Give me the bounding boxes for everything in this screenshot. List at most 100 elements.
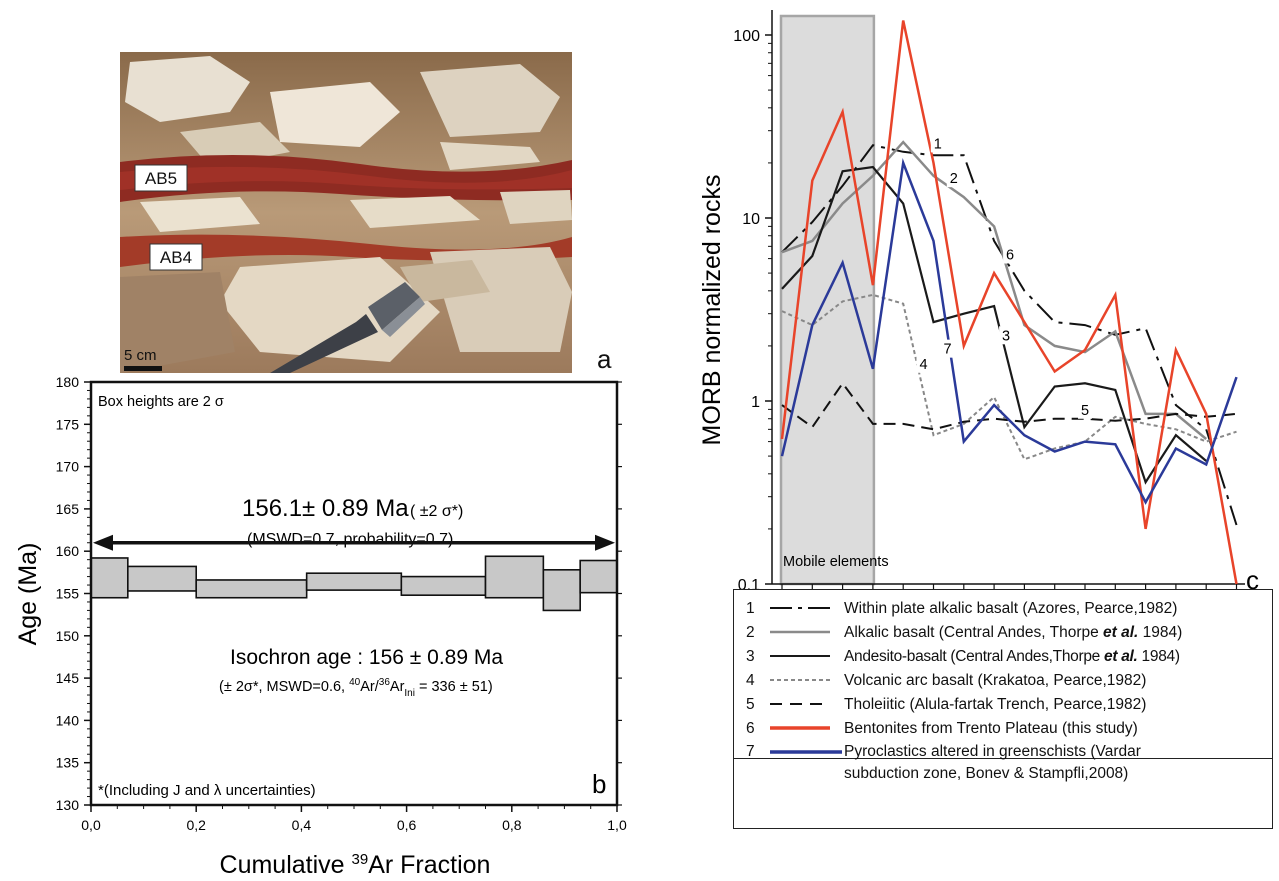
isochron-age: Isochron age : 156 ± 0.89 Ma xyxy=(230,646,503,669)
age-step-box xyxy=(90,557,129,599)
legend-number: 7 xyxy=(746,743,755,760)
y-tick-label: 140 xyxy=(56,712,80,728)
legend-number: 5 xyxy=(746,696,755,713)
legend-item: 2 Alkalic basalt (Central Andes, Thorpe … xyxy=(734,622,1272,644)
series-line xyxy=(781,144,1238,526)
legend-label: Within plate alkalic basalt (Azores, Pea… xyxy=(844,600,1178,617)
panel-letter-c: c xyxy=(1246,565,1259,595)
series-number-bg xyxy=(1078,400,1092,419)
legend-swatch xyxy=(770,703,830,705)
y-tick-label: 150 xyxy=(56,628,80,644)
legend-number: 2 xyxy=(746,624,755,641)
series-number-label: 3 xyxy=(1002,328,1010,344)
y-tick-label: 10 xyxy=(742,211,760,228)
plateau-arrow xyxy=(93,534,615,551)
y-tick-label: 180 xyxy=(56,376,80,390)
x-axis-label: Cumulative 39Ar Fraction xyxy=(220,851,491,879)
mobile-elements-shade xyxy=(779,14,876,586)
series-line xyxy=(780,158,1238,505)
series-number-label: 1 xyxy=(934,136,942,152)
legend-item: 3 Andesito-basalt (Central Andes,Thorpe … xyxy=(734,646,1272,668)
legend-label: Tholeiitic (Alula-fartak Trench, Pearce,… xyxy=(844,696,1147,713)
legend-number: 6 xyxy=(746,720,755,737)
scale-bar-label: 5 cm xyxy=(124,347,157,364)
legend-label: Volcanic arc basalt (Krakatoa, Pearce,19… xyxy=(844,672,1147,689)
legend-swatch xyxy=(770,655,830,657)
series-number-bg xyxy=(1003,245,1018,264)
series-line xyxy=(781,140,1207,440)
y-tick-label: 175 xyxy=(56,416,80,432)
age-step-box xyxy=(195,579,308,599)
legend-swatch xyxy=(770,630,830,634)
legend-label: Pyroclastics altered in greenschists (Va… xyxy=(844,743,1141,760)
age-step-box xyxy=(127,565,197,592)
legend-number: 3 xyxy=(746,648,755,665)
plateau-age-error: ( ±2 σ*) xyxy=(410,503,463,520)
age-spectrum-chart: 130 135 140 145 150 155 160 165 170 175 180 0,0 0,2 0… xyxy=(14,376,627,879)
y-tick-label: 170 xyxy=(56,459,80,475)
x-tick-label: 1,0 xyxy=(607,817,627,833)
x-tick-label: 0,4 xyxy=(292,817,312,833)
legend-number: 4 xyxy=(746,672,755,689)
x-tick-label: 0,8 xyxy=(502,817,522,833)
legend-label: Bentonites from Trento Plateau (this stu… xyxy=(844,720,1138,737)
spider-legend: 1 Within plate alkalic basalt (Azores, P… xyxy=(733,589,1273,759)
legend-item: 5 Tholeiitic (Alula-fartak Trench, Pearc… xyxy=(734,694,1272,716)
series-number-label: 5 xyxy=(1081,403,1089,419)
y-tick-label: 165 xyxy=(56,501,80,517)
plot-frame xyxy=(89,380,619,807)
series-number-bg xyxy=(940,339,955,358)
outcrop-photo: AB5 AB4 5 cm xyxy=(120,52,572,373)
series-line xyxy=(781,381,1237,431)
age-step-box xyxy=(305,572,403,591)
series-number-label: 6 xyxy=(1006,248,1014,264)
y-tick-label: 130 xyxy=(56,797,80,813)
y-axis-label: Age (Ma) xyxy=(14,543,42,646)
x-tick-label: 0,6 xyxy=(397,817,417,833)
legend-item: 7 Pyroclastics altered in greenschists (… xyxy=(733,743,1273,829)
mobile-elements-label: Mobile elements xyxy=(783,554,889,570)
age-step-box xyxy=(400,575,487,596)
label-ab5: AB5 xyxy=(145,169,177,188)
age-step-box xyxy=(542,569,581,612)
panel-letter-a: a xyxy=(597,344,612,374)
scale-bar xyxy=(124,366,162,371)
legend-swatch xyxy=(770,679,830,681)
legend-label: Andesito-basalt (Central Andes,Thorpe et… xyxy=(844,648,1180,665)
plateau-age: 156.1± 0.89 Ma xyxy=(242,495,409,522)
y-tick-label: 1 xyxy=(751,394,760,411)
legend-label: Alkalic basalt (Central Andes, Thorpe et… xyxy=(844,624,1183,641)
series-number-label: 2 xyxy=(950,171,958,187)
series-line xyxy=(781,293,1237,461)
isochron-stats: (± 2σ*, MSWD=0.6, 40Ar/36ArIni = 336 ± 5… xyxy=(219,677,493,699)
legend-swatch xyxy=(770,607,830,609)
legend-item: 6 Bentonites from Trento Plateau (this s… xyxy=(734,718,1272,740)
series-number-bg xyxy=(916,354,931,373)
legend-number: 1 xyxy=(746,600,755,617)
y-tick-label: 135 xyxy=(56,755,80,771)
y-tick-label: 145 xyxy=(56,670,80,686)
legend-swatch xyxy=(770,726,830,730)
legend-item: 1 Within plate alkalic basalt (Azores, P… xyxy=(734,598,1272,620)
legend-swatch xyxy=(770,750,842,754)
legend-label-line2: subduction zone, Bonev & Stampfli,2008) xyxy=(844,765,1129,782)
x-tick-label: 0,0 xyxy=(81,817,101,833)
label-ab4: AB4 xyxy=(160,248,192,267)
series-number-label: 7 xyxy=(943,342,951,358)
legend-item: 4 Volcanic arc basalt (Krakatoa, Pearce,… xyxy=(734,670,1272,692)
age-step-box xyxy=(484,555,545,599)
y-tick-label: 155 xyxy=(56,586,80,602)
plateau-stats: (MSWD=0.7, probability=0.7) xyxy=(247,531,453,548)
y-tick-label: 160 xyxy=(56,543,80,559)
x-tick-label: 0,2 xyxy=(186,817,206,833)
series-line xyxy=(780,20,1238,585)
y-axis-label: MORB normalized rocks xyxy=(698,175,726,446)
footnote: *(Including J and λ uncertainties) xyxy=(98,782,316,799)
series-number-label: 4 xyxy=(919,357,927,373)
age-step-box xyxy=(579,559,618,594)
note-box-heights: Box heights are 2 σ xyxy=(98,394,224,410)
panel-letter-b: b xyxy=(592,769,606,799)
series-number-bg xyxy=(930,134,945,153)
series-number-bg xyxy=(946,169,961,188)
series-number-bg xyxy=(999,326,1014,345)
